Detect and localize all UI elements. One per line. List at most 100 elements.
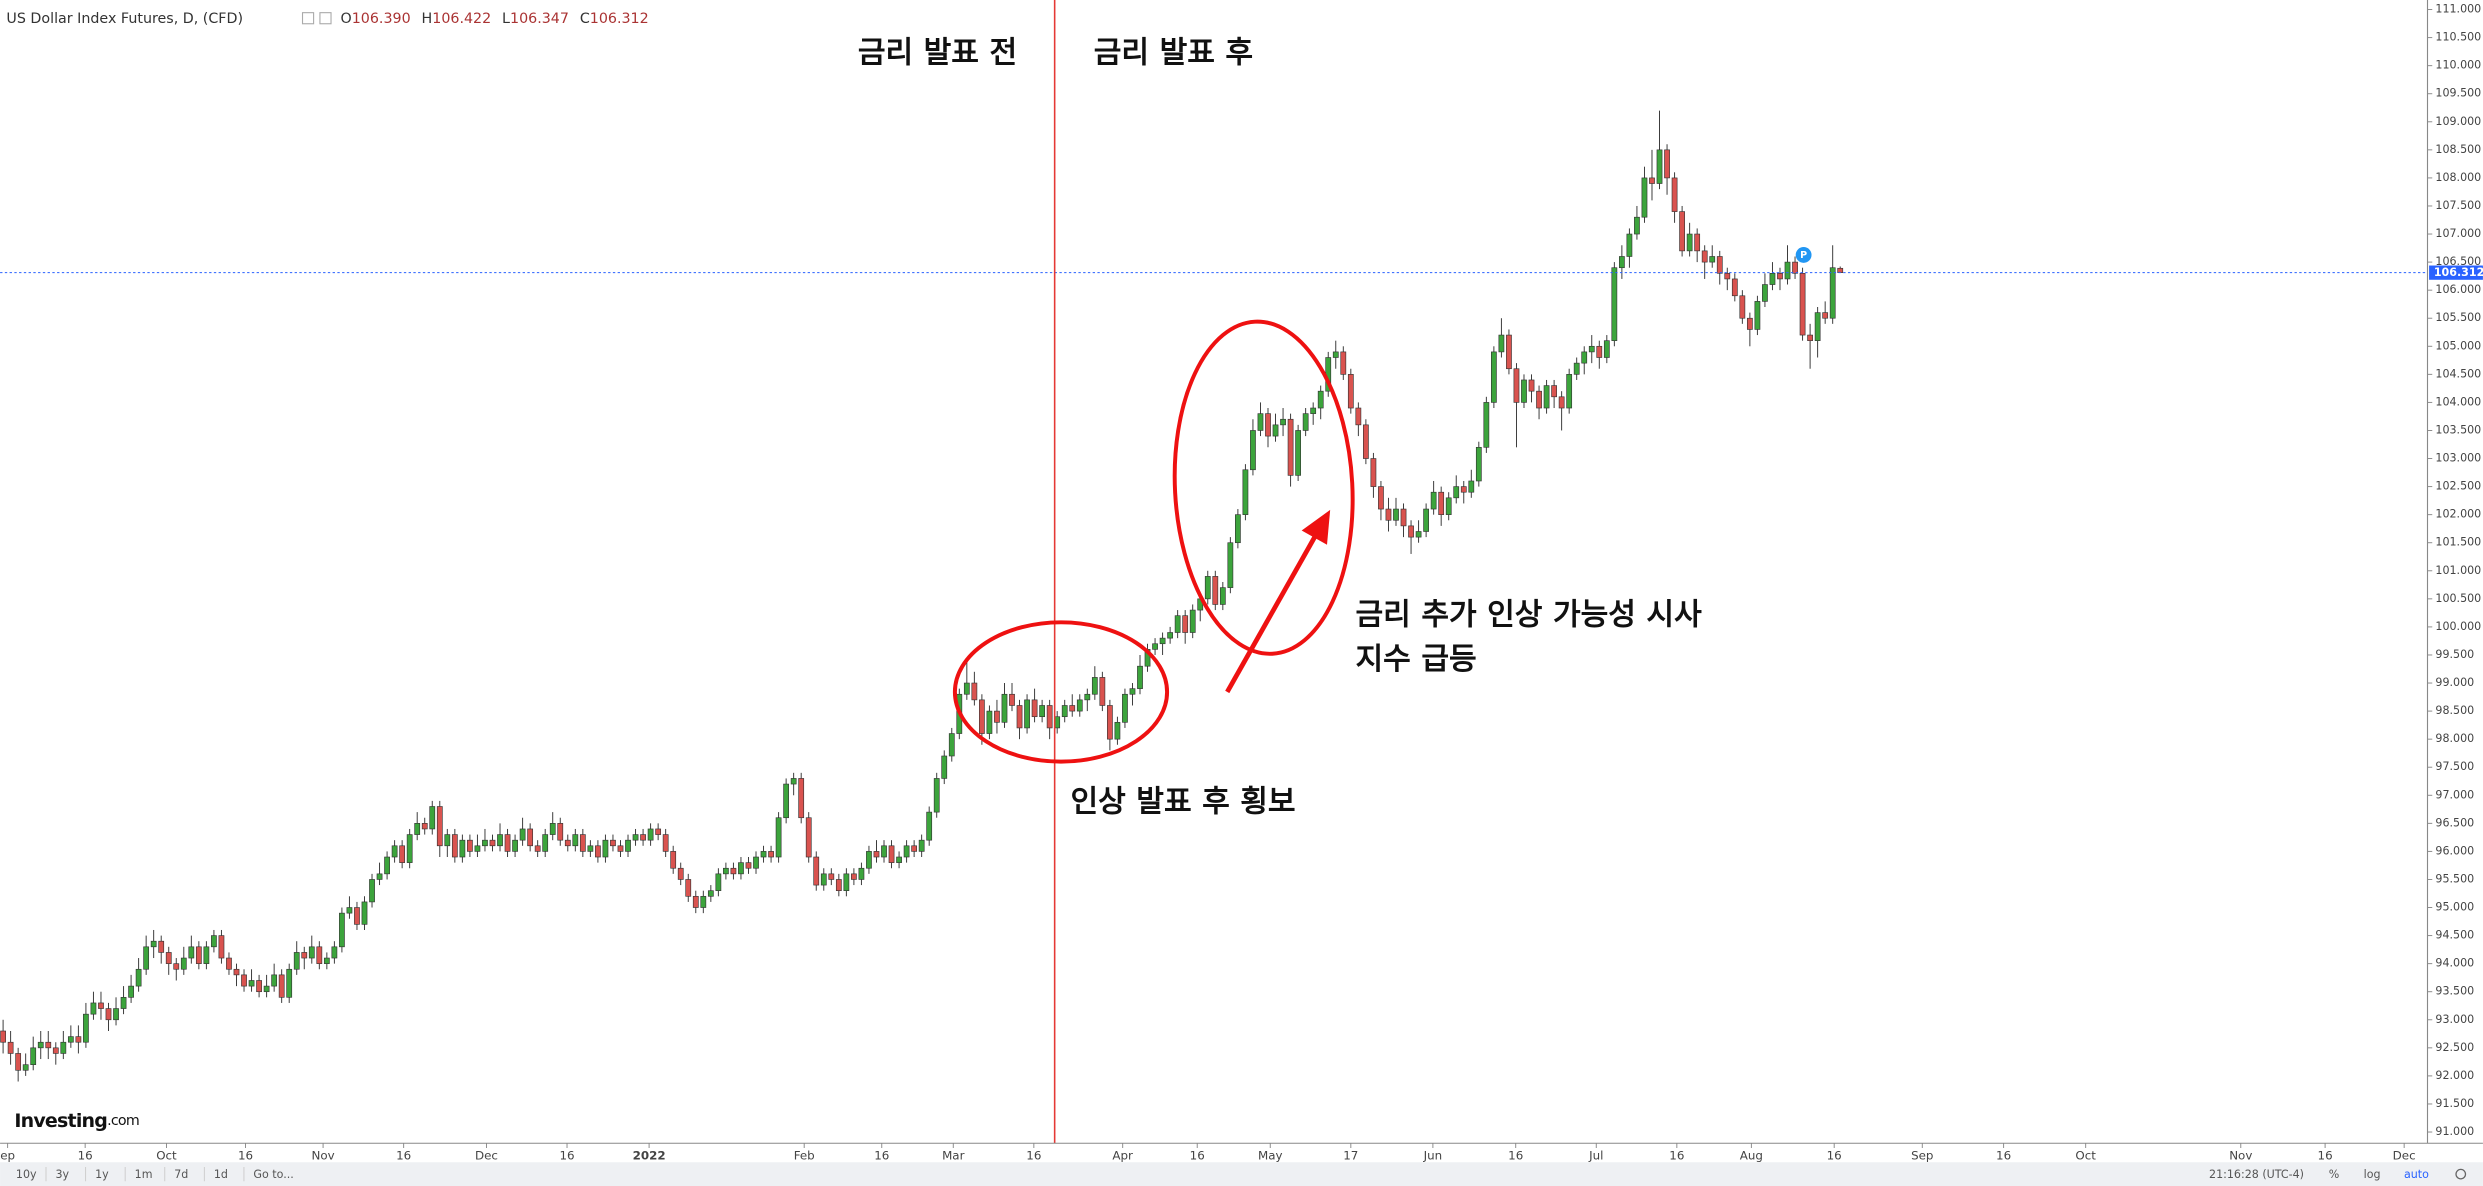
y-tick-label: 97.500 (2435, 760, 2474, 773)
icon[interactable] (319, 12, 332, 25)
y-tick-label: 93.500 (2435, 985, 2474, 998)
candle-body (1513, 368, 1520, 403)
candle-body (587, 845, 594, 852)
candle-body (180, 957, 187, 970)
event-marker[interactable] (1795, 247, 1812, 263)
candle-body (1762, 284, 1768, 302)
candle-body (278, 974, 285, 998)
candle-body (1069, 705, 1076, 712)
candle-body (120, 997, 127, 1009)
range-button[interactable]: 7d (174, 1168, 188, 1181)
x-tick-label: Dec (475, 1148, 498, 1162)
candle-body (67, 1036, 74, 1043)
candle-body (1212, 576, 1219, 605)
candle-body (662, 834, 669, 852)
candle-body (1024, 699, 1030, 729)
candle-body (301, 952, 308, 959)
candle-body (1664, 149, 1670, 179)
y-tick-label: 105.000 (2435, 339, 2481, 352)
range-button[interactable]: 1d (214, 1168, 228, 1181)
candle-body (293, 952, 300, 970)
candle-body (828, 873, 835, 880)
y-tick-label: 97.000 (2435, 788, 2474, 801)
candle-body (369, 879, 375, 903)
candle-body (753, 856, 759, 869)
x-tick-label: 16 (1026, 1148, 1041, 1162)
candle-body (948, 733, 955, 757)
candle-body (0, 1030, 6, 1043)
goto-button[interactable]: Go to... (253, 1168, 293, 1181)
candle-body (625, 839, 631, 852)
range-button[interactable]: 10y (16, 1168, 37, 1181)
candle-body (1385, 508, 1392, 521)
range-button[interactable]: 3y (56, 1168, 70, 1181)
candle-body (248, 980, 255, 987)
candle-body (1792, 261, 1798, 274)
candle-body (354, 907, 360, 925)
range-button[interactable]: 1m (135, 1168, 153, 1181)
candle-body (610, 839, 616, 847)
toolbar (0, 1162, 2483, 1186)
y-tick-label: 107.500 (2435, 199, 2481, 212)
x-tick-label: ep (0, 1148, 15, 1162)
candle-body (888, 845, 895, 863)
candle-body (745, 862, 752, 869)
y-tick-label: 111.000 (2435, 3, 2481, 16)
candle-body (1822, 312, 1829, 319)
annotation: 금리 추가 인상 가능성 시사 (1356, 597, 1703, 632)
candle-body (467, 839, 473, 852)
candle-body (1528, 379, 1535, 392)
settings-button[interactable] (2455, 1168, 2467, 1180)
candle-body (986, 710, 993, 734)
candle-body (1400, 508, 1407, 527)
event-marker-label: P (1800, 250, 1807, 261)
candle-body (1076, 699, 1083, 712)
candle-body (933, 778, 940, 813)
candle-body (233, 968, 240, 976)
candle-body (1430, 491, 1437, 510)
x-tick-label: 17 (1343, 1148, 1358, 1162)
option-button[interactable]: % (2329, 1168, 2340, 1181)
clock: 21:16:28 (UTC-4) (2209, 1168, 2304, 1181)
candle-body (1295, 430, 1301, 476)
y-tick-label: 100.000 (2435, 620, 2481, 633)
y-tick-label: 110.000 (2435, 59, 2481, 72)
x-tick-label: Oct (2075, 1148, 2096, 1162)
x-tick-label: 16 (238, 1148, 253, 1162)
candle-body (813, 856, 820, 886)
candle-body (941, 755, 948, 779)
candle-body (211, 935, 217, 948)
option-button[interactable]: auto (2404, 1168, 2429, 1181)
candle-body (1679, 211, 1685, 252)
candle-body (1257, 413, 1264, 431)
candle-body (790, 778, 797, 785)
candle-body (843, 873, 850, 892)
candle-body (451, 834, 458, 858)
candle-body (768, 851, 774, 858)
candle-body (263, 985, 270, 993)
candle-body (1453, 486, 1460, 499)
candle-body (677, 867, 684, 880)
candle-body (707, 890, 714, 897)
candle-body (866, 851, 872, 869)
candle-body (1415, 531, 1422, 538)
candle-body (1039, 705, 1046, 718)
candle-body (361, 901, 368, 925)
icon[interactable] (301, 12, 315, 25)
candle-body (820, 873, 827, 886)
option-button[interactable]: log (2364, 1168, 2381, 1181)
y-tick-label: 101.000 (2435, 564, 2481, 577)
candle-body (1332, 351, 1339, 358)
ohlc-letter: L (502, 11, 510, 27)
candle-body (195, 946, 202, 964)
candle-body (459, 839, 466, 858)
candle-body (1746, 317, 1753, 330)
logo-name: Investing (14, 1110, 107, 1132)
candle-body (1506, 334, 1512, 370)
range-button[interactable]: 1y (95, 1168, 109, 1181)
candle-body (1611, 267, 1618, 341)
candle-body (98, 1002, 104, 1009)
x-tick-label: 16 (559, 1148, 574, 1162)
highlight-ellipse (952, 620, 1170, 764)
candle-body (1250, 430, 1256, 471)
